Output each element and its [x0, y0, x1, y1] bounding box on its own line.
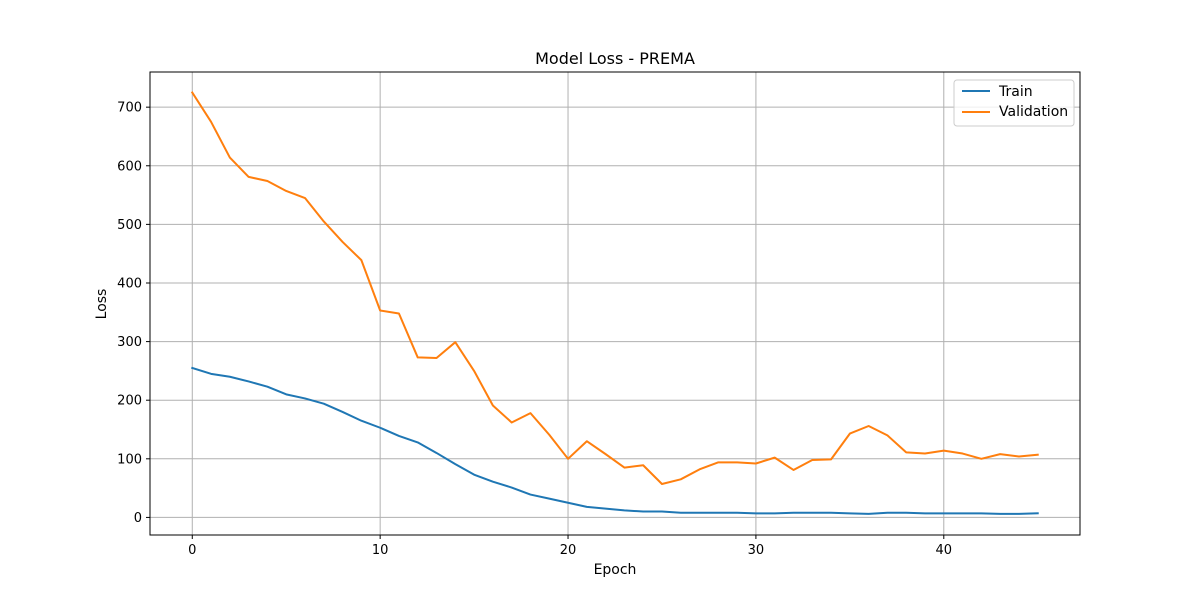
chart-title: Model Loss - PREMA: [535, 49, 695, 68]
y-tick-label: 200: [117, 394, 142, 409]
y-axis-label: Loss: [94, 289, 110, 320]
legend-label-validation: Validation: [999, 104, 1068, 120]
series-line-validation: [190, 91, 1039, 486]
y-tick-label: 0: [134, 511, 142, 526]
series-layer: [190, 91, 1039, 515]
series-line-train: [191, 366, 1039, 515]
y-tick-label: 500: [117, 218, 142, 233]
x-axis-label: Epoch: [594, 562, 637, 578]
legend-label-train: Train: [998, 84, 1033, 100]
grid: [150, 72, 1080, 535]
x-tick-label: 10: [372, 543, 389, 558]
y-tick-label: 600: [117, 159, 142, 174]
x-tick-label: 0: [188, 543, 196, 558]
y-tick-label: 700: [117, 101, 142, 116]
y-tick-label: 100: [117, 452, 142, 467]
x-tick-label: 20: [560, 543, 577, 558]
legend: Train Validation: [953, 79, 1075, 127]
y-tick-label: 300: [117, 335, 142, 350]
y-tick-label: 400: [117, 276, 142, 291]
x-tick-label: 40: [936, 543, 953, 558]
plot-frame: [149, 71, 1081, 536]
x-tick-label: 30: [748, 543, 765, 558]
